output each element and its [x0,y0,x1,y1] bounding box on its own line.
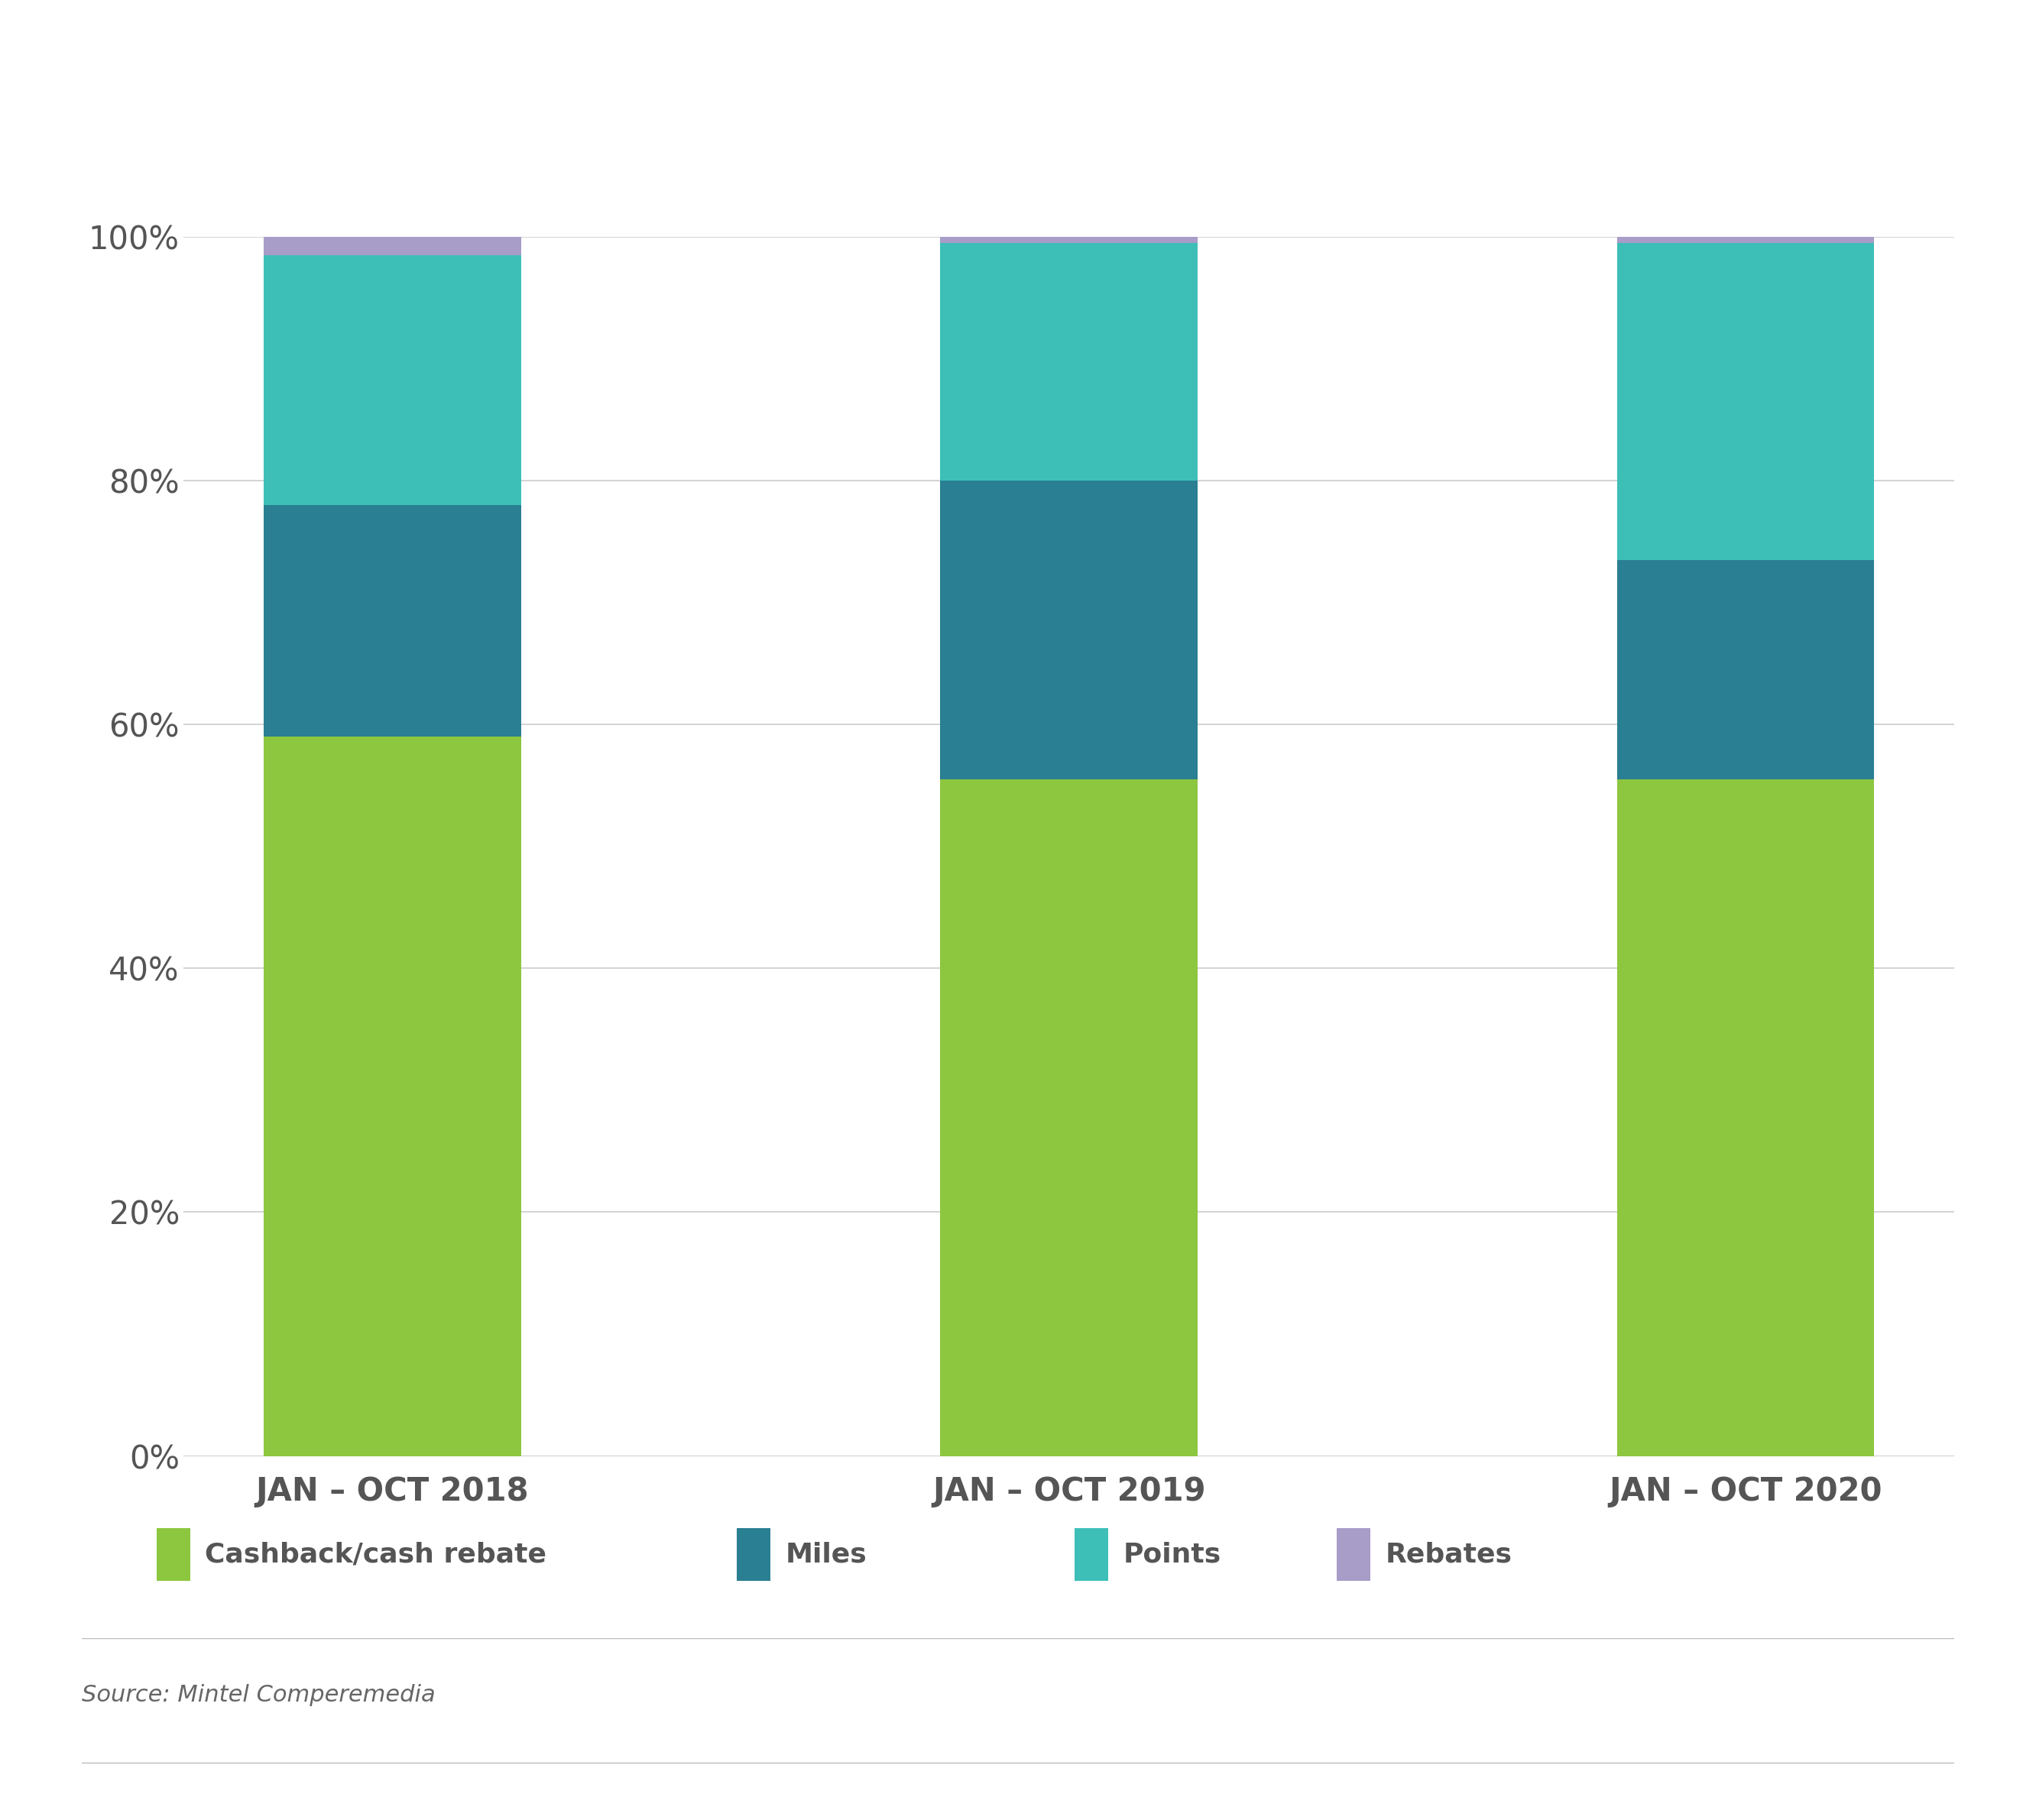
Bar [265,737,521,1456]
Bar [941,779,1197,1456]
Bar [1617,561,1873,779]
Bar [941,480,1197,779]
Bar [1617,242,1873,561]
Text: Source: Mintel Comperemedia: Source: Mintel Comperemedia [81,1683,436,1707]
Bar [1617,237,1873,242]
FancyBboxPatch shape [737,1529,772,1580]
Bar [265,255,521,504]
Bar [941,242,1197,480]
Text: Points: Points [1124,1542,1222,1567]
Text: Miles: Miles [786,1542,867,1567]
FancyBboxPatch shape [1336,1529,1370,1580]
FancyBboxPatch shape [157,1529,189,1580]
Bar [1617,779,1873,1456]
Bar [265,504,521,737]
Text: MAIL VOLUME BY REWARD TYPE: MAIL VOLUME BY REWARD TYPE [61,76,1132,135]
Text: Rebates: Rebates [1384,1542,1513,1567]
FancyBboxPatch shape [1075,1529,1108,1580]
Text: Cashback/cash rebate: Cashback/cash rebate [206,1542,548,1567]
Bar [941,237,1197,242]
Bar [265,237,521,255]
